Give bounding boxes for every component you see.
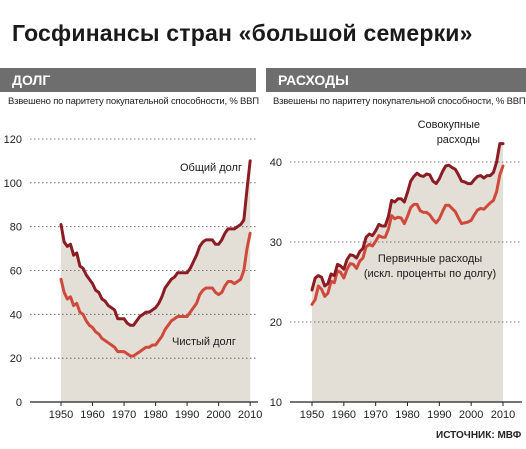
x-tick-label: 1950 [49,409,73,421]
y-tick-label: 40 [270,157,282,169]
x-tick-label: 1980 [395,409,419,421]
spending-panel-title: РАСХОДЫ [278,72,349,88]
x-tick-label: 2000 [459,409,483,421]
x-tick-label: 1970 [112,409,136,421]
debt-panel-header: ДОЛГ [0,68,256,92]
x-tick-label: 1960 [332,409,356,421]
debt-subtitle: Взвешено по паритету покупательной спосо… [8,96,259,107]
x-tick-label: 2010 [238,409,262,421]
total-spending-label-line2: расходы [437,134,480,146]
x-tick-label: 1970 [363,409,387,421]
y-tick-label: 20 [270,317,282,329]
shaded-area [312,143,503,402]
debt-series-line [59,231,252,358]
y-tick-label: 60 [10,266,22,278]
y-tick-label: 30 [270,237,282,249]
primary-spending-label-line1: Первичные расходы [378,253,482,265]
x-tick-label: 1990 [427,409,451,421]
total-spending-label-line1: Совокупные [418,119,480,131]
debt-series-line [59,159,252,327]
y-tick-label: 0 [16,397,22,409]
primary-spending-label-line2: (искл. проценты по долгу) [364,268,496,280]
x-tick-label: 2010 [491,409,515,421]
header: Госфинансы стран «большой семерки» [0,0,526,64]
debt-panel-title: ДОЛГ [12,72,51,88]
y-tick-label: 10 [270,397,282,409]
x-tick-label: 1980 [143,409,167,421]
x-tick-label: 2000 [206,409,230,421]
y-tick-label: 20 [10,353,22,365]
page-title: Госфинансы стран «большой семерки» [12,20,473,46]
spending-subtitle: Взвешены по паритету покупательной спосо… [273,96,526,107]
x-tick-label: 1960 [80,409,104,421]
y-tick-label: 80 [10,222,22,234]
spending-series-line [310,142,505,292]
spending-panel-header: РАСХОДЫ [266,68,526,92]
y-tick-label: 40 [10,309,22,321]
spending-chart: 10 20 30 40 1950 1960 1970 1980 1990 2000 2010 [270,142,522,421]
source-note: ИСТОЧНИК: МВФ [436,430,522,441]
gross-debt-label: Общий долг [180,162,242,174]
x-tick-label: 1950 [300,409,324,421]
spending-series-line [310,164,505,306]
y-tick-label: 120 [4,134,22,146]
net-debt-label: Чистый долг [172,336,236,348]
y-tick-label: 100 [4,178,22,190]
x-tick-label: 1990 [175,409,199,421]
debt-chart: 0 20 40 60 80 100 120 1950 1960 1970 1980 1990 2000 2… [4,134,263,421]
